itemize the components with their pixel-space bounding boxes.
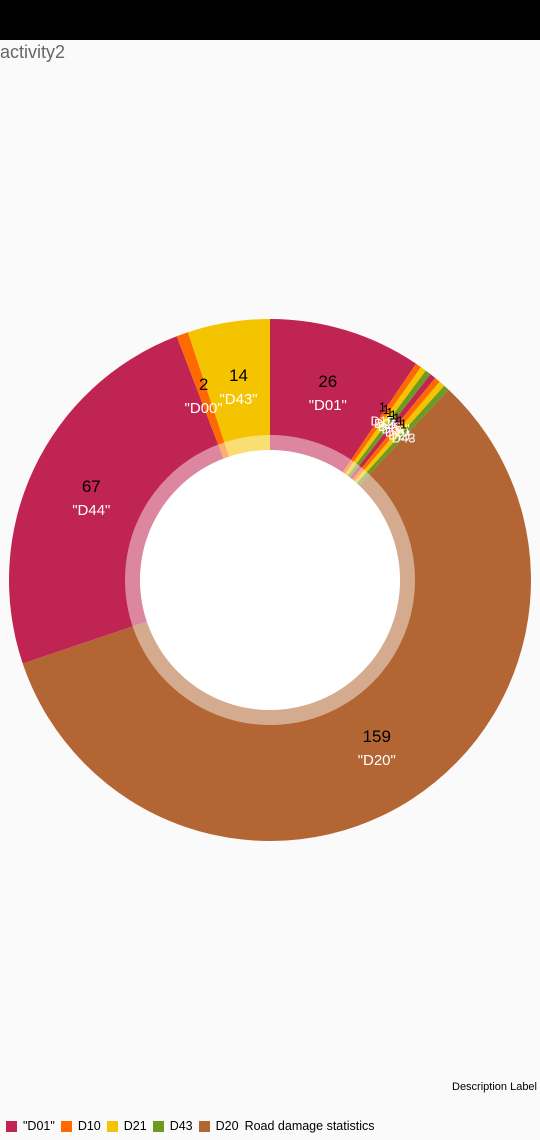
description-label: Description Label [452,1081,537,1093]
legend-entry: D10 [60,1119,101,1133]
slice-value-label: 1 [393,411,400,426]
slice-category-label: "D43" [219,391,257,408]
pie-slice[interactable] [354,381,445,484]
slice-category-label: D21 [388,427,412,442]
slice-value-label: 67 [82,477,101,496]
legend-label: D20 [215,1119,239,1133]
pie-slice[interactable] [349,374,436,480]
slice-value-label: 1 [390,408,397,423]
pie-slice[interactable] [8,336,224,664]
legend-label: "D01" [23,1119,55,1133]
slice-category-label: D21 [374,416,398,431]
slice-value-label: 1 [400,416,407,431]
slice-category-label: "D01" [377,422,410,437]
slice-value-label: 26 [318,372,337,391]
slice-category-label: D43 [378,419,402,434]
pie-slice[interactable] [176,332,230,459]
slice-category-label: D10 [385,425,409,440]
slice-category-label: "D01" [309,397,347,414]
pie-slice[interactable] [347,370,431,478]
donut-inner-ring [125,435,415,725]
legend-entry: D43 [152,1119,193,1133]
pie-slice[interactable] [22,389,531,841]
slice-category-label: "D20" [358,752,396,769]
slice-value-label: 159 [363,727,391,746]
legend-swatch [6,1120,17,1132]
pie-slice[interactable] [342,363,421,474]
legend-entry: "D01" [6,1119,55,1133]
pie-slice[interactable] [352,377,440,482]
slice-category-label: "D44" [72,502,110,519]
slice-category-label: D43 [392,430,416,445]
slice-value-label: 1 [379,400,386,415]
slice-value-label: 14 [229,366,248,385]
donut-hole [140,450,400,710]
legend-label: D10 [77,1119,101,1133]
slice-category-label: D10 [370,414,394,429]
legend-label: D43 [169,1119,193,1133]
slice-value-label: 2 [199,375,208,394]
legend-entry: D21 [106,1119,147,1133]
legend-swatch [106,1120,118,1132]
pie-slice[interactable] [270,319,417,473]
legend-label: D21 [123,1119,147,1133]
slice-category-label: "D00" [185,400,223,417]
legend-swatch [152,1120,164,1132]
legend-chart-description: Road damage statistics [244,1119,375,1133]
pie-slice[interactable] [187,319,270,457]
slice-value-label: 1 [382,402,389,417]
legend-entry: D20 [198,1119,239,1133]
legend-swatch [198,1120,210,1132]
status-bar [0,0,540,40]
slice-value-label: 1 [397,413,404,428]
legend-swatch [60,1120,72,1132]
app-title: activity2 [0,42,66,62]
pie-slice[interactable] [345,367,426,476]
pie-slice[interactable] [356,385,449,486]
chart-legend: "D01" D10 D21 D43 D20 Road damage statistics [6,1119,375,1133]
slice-value-label: 1 [386,405,393,420]
